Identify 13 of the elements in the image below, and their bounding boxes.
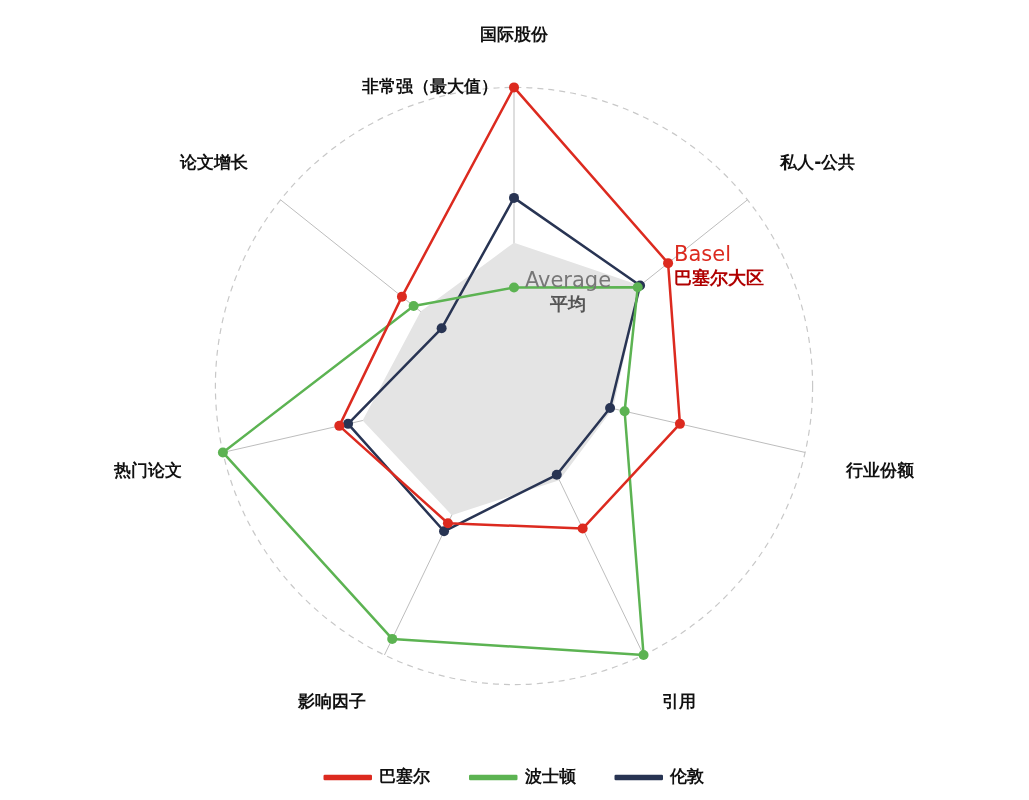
spoke-label: 热门论文 <box>112 460 182 481</box>
legend-label: 巴塞尔 <box>379 765 432 786</box>
spoke-label: 论文增长 <box>178 151 249 172</box>
legend-label: 伦敦 <box>669 765 706 786</box>
spoke-label: 行业份额 <box>845 460 916 481</box>
text: Basel 巴塞尔大区 <box>674 241 765 288</box>
text: 非常强（最大值） <box>361 75 498 96</box>
legend-label: 波士顿 <box>523 765 577 786</box>
spoke-label: 私人-公共 <box>779 151 856 172</box>
spoke-label: 引用 <box>661 691 696 712</box>
text: Average 平均 <box>524 267 612 315</box>
spoke-label: 国际股份 <box>480 23 549 44</box>
spoke-label: 影响因子 <box>297 691 367 712</box>
